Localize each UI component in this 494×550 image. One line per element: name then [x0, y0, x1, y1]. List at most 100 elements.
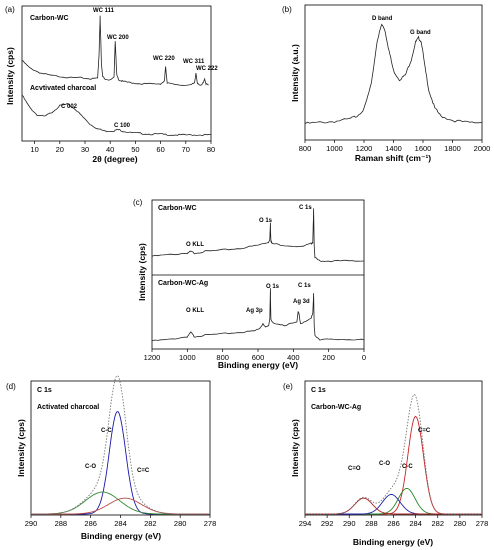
panel-d-y-axis-title: Intensity (cps) — [16, 419, 26, 477]
x-tick-label: 0 — [362, 353, 366, 362]
component-label-c-c-e: C-C — [402, 464, 413, 470]
component-curve-c-o — [305, 494, 482, 515]
panel-a-frame — [21, 5, 212, 142]
x-tick-label: 30 — [81, 145, 89, 154]
component-curve-c-c — [305, 487, 482, 515]
peak-label-wc-311: WC 311 — [183, 59, 205, 65]
peak-label-o-kll-top: O KLL — [186, 242, 204, 248]
x-tick-label: 280 — [174, 519, 187, 528]
component-curve-c-c — [31, 497, 210, 515]
component-label-c-double-o-e: C=O — [348, 466, 361, 472]
component-curve-c-o — [305, 497, 482, 515]
x-tick-label: 800 — [299, 144, 312, 153]
x-tick-label: 282 — [431, 519, 444, 528]
peak-label-wc-220: WC 220 — [153, 56, 175, 62]
x-tick-label: 40 — [106, 145, 114, 154]
panel-a-sample-carbon-wc: Carbon-WC — [30, 15, 69, 22]
peak-label-c-002: C 002 — [61, 104, 78, 110]
x-tick-label: 292 — [321, 519, 334, 528]
x-tick-label: 600 — [252, 353, 265, 362]
panel-c-y-axis-title: Intensity (cps) — [137, 243, 147, 301]
panel-e-title: C 1s — [311, 387, 326, 394]
panel-e-series — [305, 393, 482, 515]
component-label-c-o-e: C-O — [379, 461, 390, 467]
component-label-c-double-c-e: C=C — [418, 428, 431, 434]
peak-label-o-1s-bottom: O 1s — [266, 284, 280, 290]
component-curve-c-o — [31, 491, 210, 515]
panel-e-x-ticks: 294 292 290 288 286 284 282 280 278 — [299, 515, 488, 528]
peak-label-c-1s-top: C 1s — [299, 205, 312, 211]
component-label-c-double-c: C=C — [137, 468, 150, 474]
peak-label-o-kll-bottom: O KLL — [186, 308, 204, 314]
panel-b-x-ticks: 800 1000 1200 1400 1600 1800 2000 — [299, 140, 491, 153]
x-tick-label: 50 — [131, 145, 139, 154]
x-tick-label: 20 — [56, 145, 64, 154]
peak-label-c-1s-bottom: C 1s — [298, 283, 311, 289]
panel-c-label: (c) — [133, 198, 143, 207]
x-tick-label: 294 — [299, 519, 312, 528]
peak-label-ag-3d: Ag 3d — [293, 299, 310, 305]
series-line-spectrum — [304, 23, 483, 124]
x-tick-label: 280 — [454, 519, 467, 528]
panel-d-frame — [30, 380, 211, 516]
x-tick-label: 288 — [55, 519, 68, 528]
peak-label-g-band: G band — [410, 30, 431, 36]
panel-a-series — [21, 15, 212, 137]
x-tick-label: 284 — [114, 519, 127, 528]
series-line-carbon-wc-ag — [151, 288, 365, 342]
panel-d-title: C 1s — [37, 387, 52, 394]
x-tick-label: 2000 — [474, 144, 491, 153]
panel-c-x-axis-title: Binding energy (eV) — [218, 360, 298, 370]
x-tick-label: 1200 — [356, 144, 373, 153]
panel-d-series — [31, 375, 210, 515]
x-tick-label: 80 — [207, 145, 215, 154]
panel-c-series — [151, 208, 365, 342]
panel-c-frame — [151, 199, 365, 350]
component-label-c-o: C-O — [85, 464, 96, 470]
peak-label-wc-200: WC 200 — [107, 35, 129, 41]
panel-b-frame — [304, 4, 483, 141]
x-tick-label: 284 — [409, 519, 422, 528]
x-tick-label: 10 — [30, 145, 38, 154]
panel-b-series — [304, 23, 483, 124]
panel-c: (c) 1200 1000 800 600 400 200 0 Binding energy… — [133, 198, 366, 370]
series-line-carbon-wc — [21, 15, 209, 87]
envelope-curve — [305, 393, 482, 515]
series-line-carbon-wc — [151, 208, 365, 263]
panel-a: (a) 10 20 30 40 50 60 70 80 2θ (degree) Intensi… — [5, 5, 218, 164]
x-tick-label: 1000 — [179, 353, 196, 362]
x-tick-label: 1000 — [326, 144, 343, 153]
x-tick-label: 1200 — [144, 353, 161, 362]
component-curve-c-c — [305, 415, 482, 515]
x-tick-label: 1400 — [385, 144, 402, 153]
x-tick-label: 1600 — [415, 144, 432, 153]
x-tick-label: 60 — [156, 145, 164, 154]
component-label-c-c: C-C — [101, 428, 112, 434]
peak-label-o-1s-top: O 1s — [259, 218, 273, 224]
peak-label-ag-3p: Ag 3p — [246, 308, 263, 314]
x-tick-label: 286 — [84, 519, 97, 528]
panel-b-x-axis-title: Raman shift (cm⁻¹) — [355, 153, 431, 163]
peak-label-wc-222: WC 222 — [196, 66, 218, 72]
panel-e-x-axis-title: Binding energy (eV) — [353, 537, 433, 547]
x-tick-label: 288 — [365, 519, 378, 528]
panel-c-sample-carbon-wc: Carbon-WC — [158, 205, 197, 212]
series-line-acvtivated-charcoal — [21, 94, 212, 137]
panel-d-x-ticks: 290 288 286 284 282 280 278 — [25, 515, 216, 528]
x-tick-label: 290 — [343, 519, 356, 528]
x-tick-label: 282 — [144, 519, 157, 528]
x-tick-label: 800 — [216, 353, 229, 362]
panel-a-label: (a) — [5, 5, 15, 14]
panel-b-y-axis-title: Intensity (a.u.) — [290, 44, 300, 102]
panel-d-x-axis-title: Binding energy (eV) — [81, 531, 161, 541]
panel-e: (e) 294 292 290 288 286 284 282 280 278 Binding … — [283, 380, 488, 547]
panel-b-label: (b) — [282, 5, 292, 14]
panel-e-label: (e) — [283, 382, 293, 391]
panel-a-x-axis-title: 2θ (degree) — [92, 154, 137, 164]
peak-label-wc-111: WC 111 — [93, 8, 115, 14]
x-tick-label: 200 — [322, 353, 335, 362]
x-tick-label: 290 — [25, 519, 38, 528]
panel-a-y-axis-title: Intensity (cps) — [5, 47, 15, 105]
panel-e-subtitle: Carbon-WC-Ag — [311, 404, 361, 411]
